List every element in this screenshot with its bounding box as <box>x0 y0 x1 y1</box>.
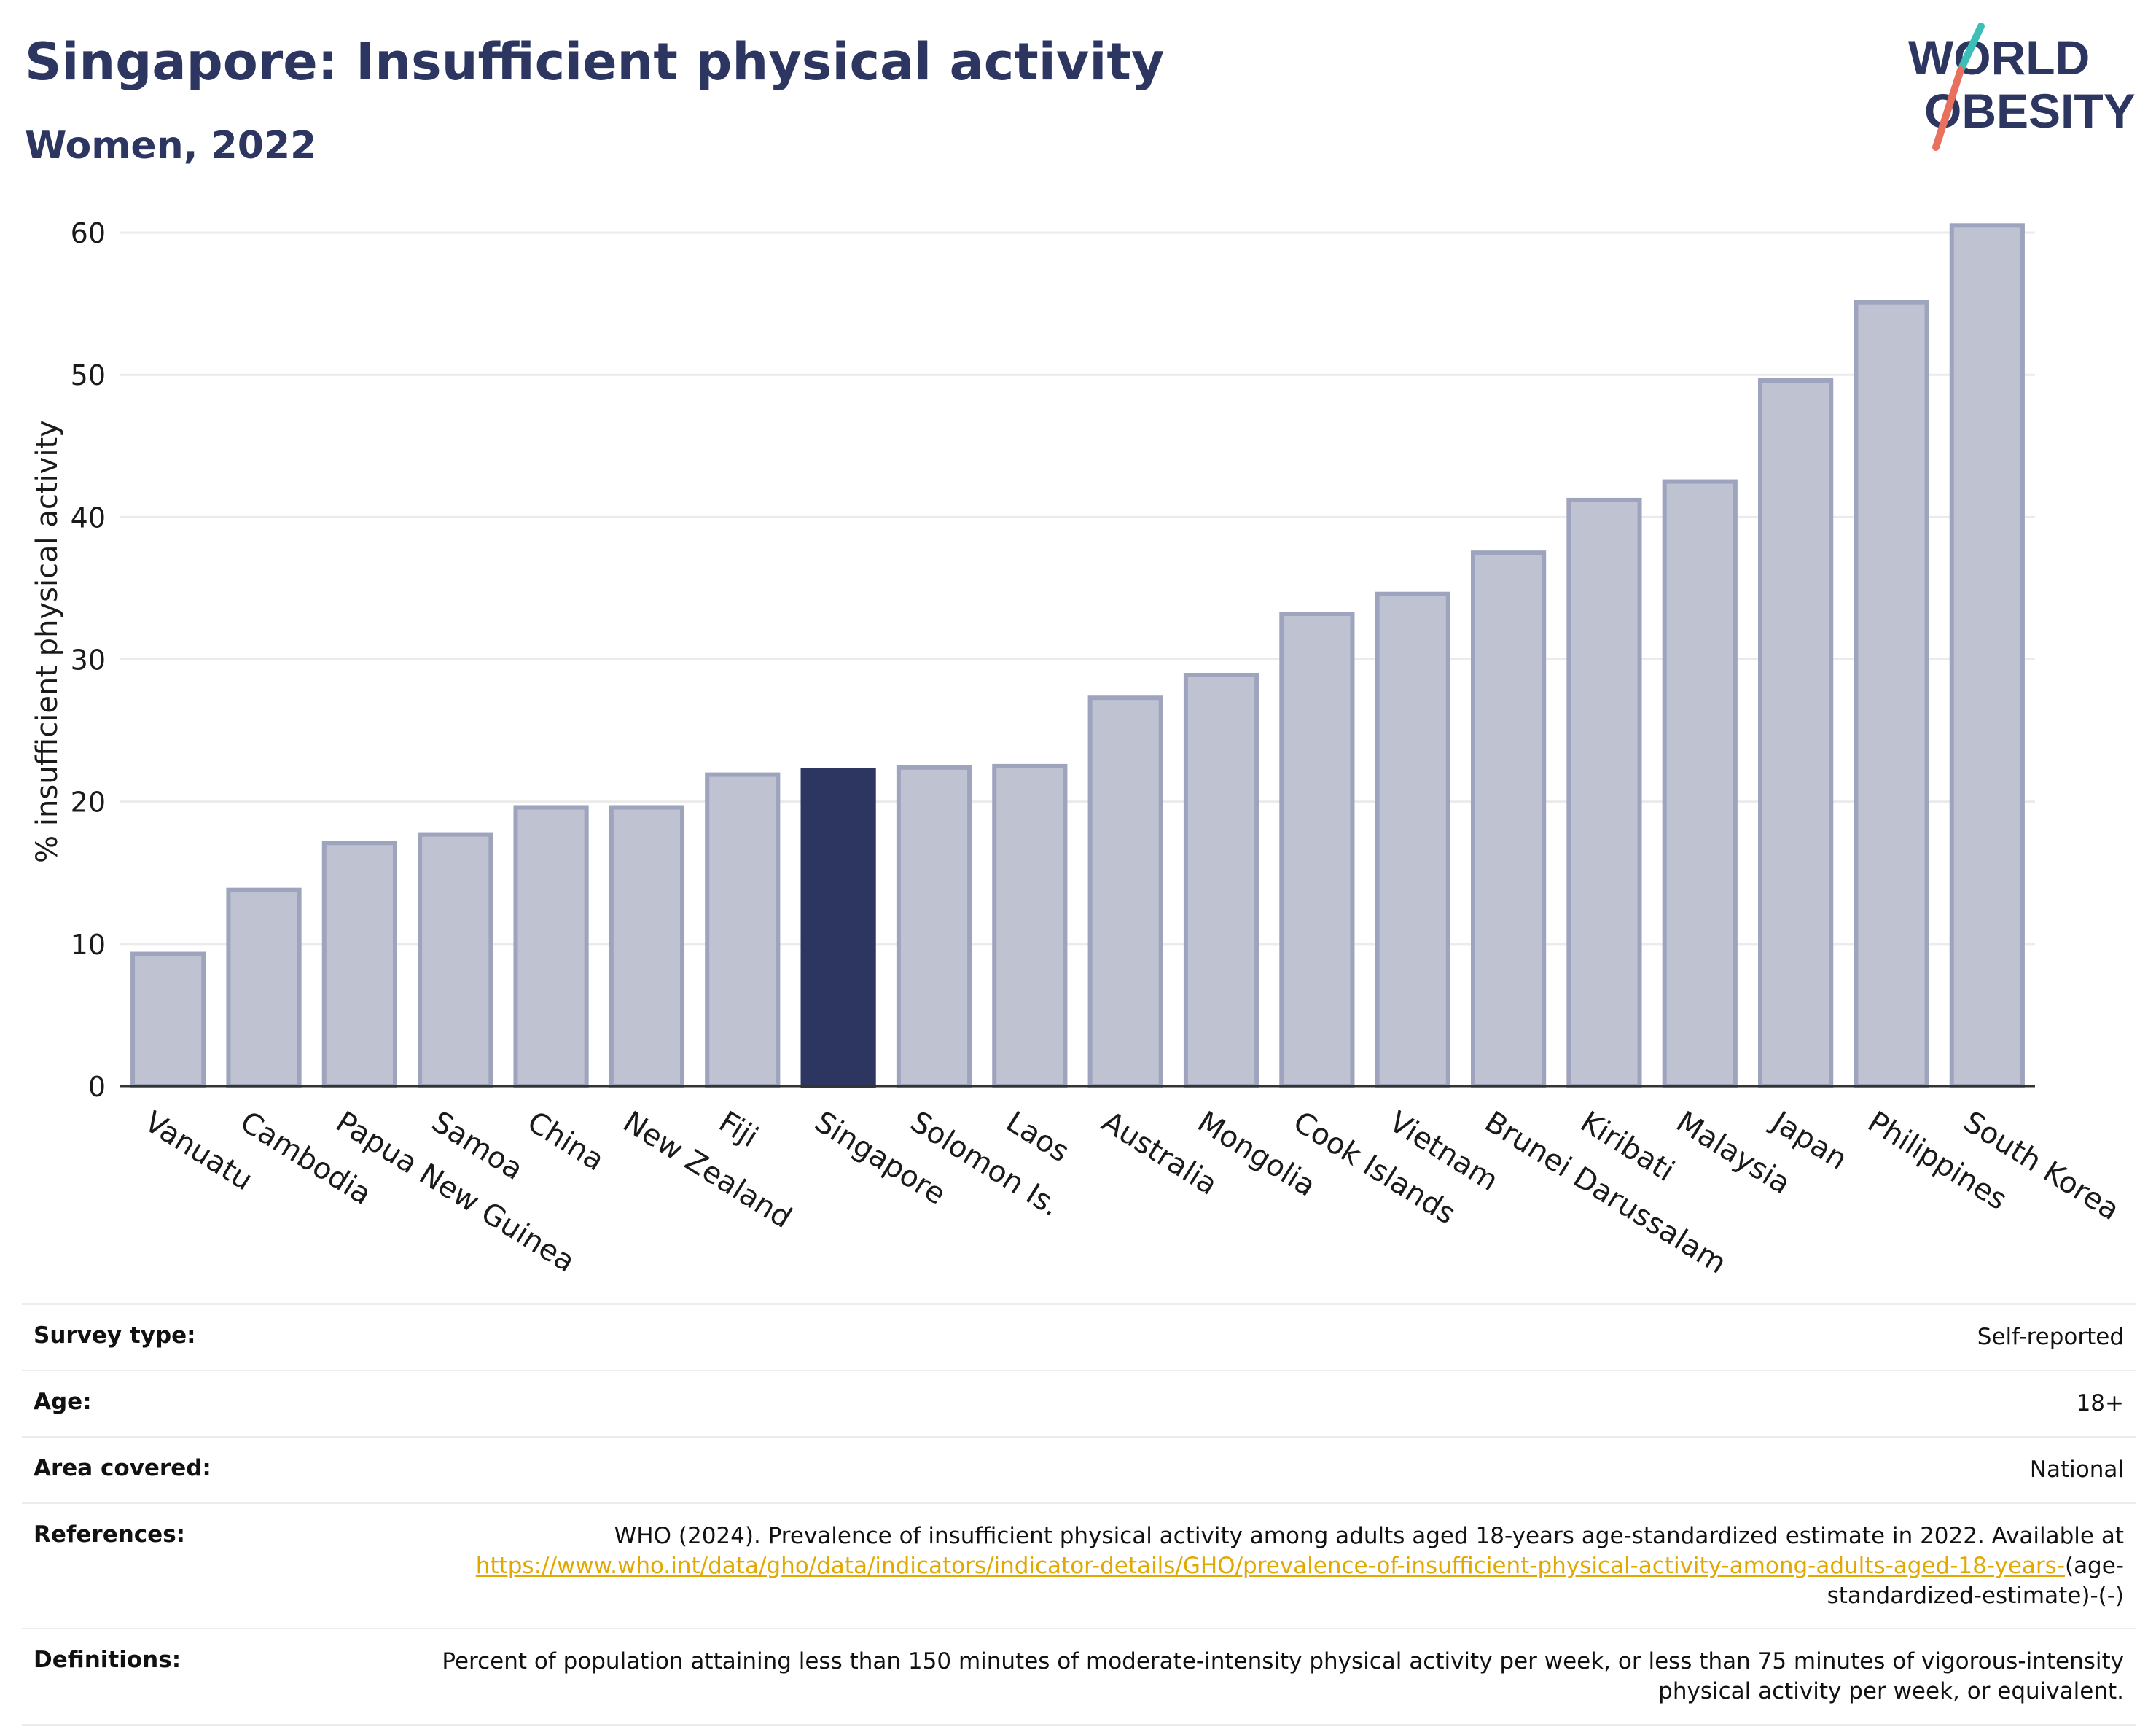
bar-fiji[interactable] <box>705 772 781 1089</box>
meta-row-definitions: Definitions: Percent of population attai… <box>22 1628 2136 1726</box>
bar-cambodia[interactable] <box>226 887 302 1088</box>
meta-value: WHO (2024). Prevalence of insufficient p… <box>410 1502 2136 1629</box>
bar-chart: 0 10 20 30 40 50 60 % insufficient physical ac… <box>31 217 2125 1281</box>
bar-laos[interactable] <box>992 763 1068 1088</box>
y-axis-ticks: 0 10 20 30 40 50 60 <box>71 217 106 1103</box>
meta-row-survey-type: Survey type: Self-reported <box>22 1303 2136 1371</box>
bar-cook-islands[interactable] <box>1279 612 1355 1088</box>
y-tick-label: 30 <box>71 644 106 677</box>
bar-australia[interactable] <box>1087 695 1163 1088</box>
meta-value: Percent of population attaining less tha… <box>410 1628 2136 1726</box>
meta-key: Definitions: <box>22 1628 410 1726</box>
bar-vanuatu[interactable] <box>130 951 206 1088</box>
world-obesity-logo: WORLD OBESITY <box>1908 23 2136 151</box>
y-tick-label: 0 <box>88 1071 106 1103</box>
y-tick-label: 40 <box>71 502 106 534</box>
meta-row-area-covered: Area covered: National <box>22 1435 2136 1503</box>
metadata-table: Survey type: Self-reported Age: 18+ Area… <box>22 1303 2136 1726</box>
bar-papua-new-guinea[interactable] <box>321 841 397 1088</box>
bar-japan[interactable] <box>1758 378 1834 1088</box>
meta-value: National <box>410 1435 2136 1503</box>
bar-south-korea[interactable] <box>1949 223 2025 1089</box>
x-tick-label: Laos <box>1000 1105 1074 1169</box>
bar-vietnam[interactable] <box>1375 591 1450 1088</box>
meta-row-references: References: WHO (2024). Prevalence of in… <box>22 1502 2136 1629</box>
meta-key: References: <box>22 1502 410 1629</box>
bar-brunei-darussalam[interactable] <box>1470 550 1547 1089</box>
logo-text-line1: WORLD <box>1908 31 2090 85</box>
x-tick-label: Fiji <box>713 1105 764 1154</box>
reference-text: WHO (2024). Prevalence of insufficient p… <box>614 1522 2124 1549</box>
meta-row-age: Age: 18+ <box>22 1369 2136 1437</box>
meta-key: Survey type: <box>22 1303 410 1371</box>
page-title: Singapore: Insufficient physical activit… <box>25 32 1165 92</box>
y-axis-label: % insufficient physical activity <box>31 420 64 863</box>
bars <box>130 223 2025 1089</box>
logo-text-line2: OBESITY <box>1924 84 2136 138</box>
bar-philippines[interactable] <box>1854 300 1929 1089</box>
bar-solomon-is-[interactable] <box>896 765 972 1088</box>
y-tick-label: 20 <box>71 787 106 819</box>
x-tick-label: China <box>522 1105 610 1178</box>
meta-key: Age: <box>22 1369 410 1437</box>
x-tick-label: Vanuatu <box>138 1105 258 1197</box>
bar-china[interactable] <box>513 805 589 1089</box>
bar-new-zealand[interactable] <box>609 805 685 1089</box>
meta-key: Area covered: <box>22 1435 410 1503</box>
x-tick-label: Cook Islands <box>1287 1105 1461 1231</box>
bar-singapore[interactable] <box>800 768 876 1088</box>
y-tick-label: 10 <box>71 929 106 961</box>
y-tick-label: 50 <box>71 359 106 391</box>
bar-mongolia[interactable] <box>1183 672 1259 1088</box>
bar-samoa[interactable] <box>418 832 493 1088</box>
meta-value: Self-reported <box>410 1303 2136 1371</box>
bar-kiribati[interactable] <box>1566 497 1642 1088</box>
reference-link[interactable]: https://www.who.int/data/gho/data/indica… <box>475 1552 2065 1579</box>
y-tick-label: 60 <box>71 217 106 249</box>
page-subtitle: Women, 2022 <box>25 124 317 168</box>
x-tick-label: New Zealand <box>617 1105 797 1235</box>
gridlines <box>120 231 2035 1088</box>
bar-malaysia[interactable] <box>1662 479 1738 1088</box>
reference-suffix: (age-standardized-estimate)-(-) <box>1827 1552 2124 1609</box>
meta-value: 18+ <box>410 1369 2136 1437</box>
